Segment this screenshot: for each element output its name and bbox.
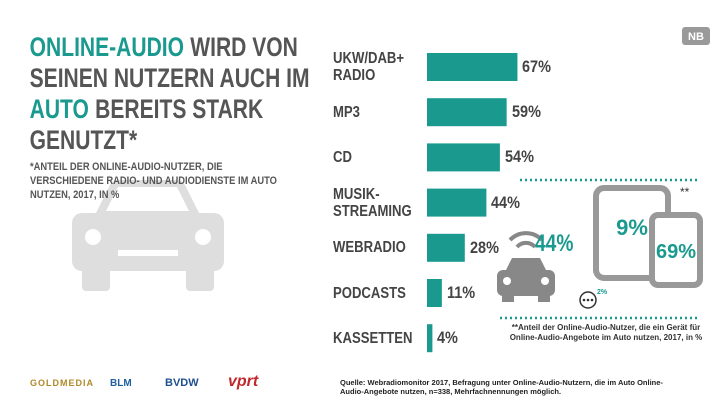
logo: GOLDMEDIA (30, 378, 94, 388)
marker: ** (680, 185, 690, 199)
title-part: SEINEN NUTZERN AUCH IM (30, 64, 310, 94)
car-value: 44% (535, 229, 573, 257)
device-footnote: **Anteil der Online-Audio-Nutzer, die ei… (509, 323, 703, 342)
car-small-icon (497, 231, 555, 302)
bar (427, 324, 433, 353)
title-line: GENUTZT* (30, 126, 138, 156)
title-part: WIRD VON (190, 33, 298, 63)
logo: vprt (228, 373, 259, 390)
category-label: CD (333, 148, 352, 166)
category-label: PODCASTS (333, 284, 406, 302)
source: Quelle: Webradiomonitor 2017, Befragung … (340, 378, 663, 396)
value-label: 67% (522, 57, 552, 76)
title-part: BEREITS STARK (95, 95, 263, 125)
value-label: 28% (469, 237, 499, 257)
tablet-value: 9% (616, 215, 648, 240)
phone-icon (649, 212, 703, 288)
bar (427, 188, 487, 217)
title-part: AUTO (30, 95, 89, 125)
phone-value: 69% (656, 241, 696, 263)
category-label: UKW/DAB+ RADIO (333, 50, 405, 84)
logo: BVDW (165, 377, 199, 389)
value-label: 11% (446, 283, 475, 302)
value-label: 4% (437, 328, 459, 348)
bar (427, 98, 507, 127)
title-part: GENUTZT* (30, 126, 138, 156)
title-line: AUTO BEREITS STARK (30, 95, 264, 125)
bar (427, 143, 500, 172)
value-label: 59% (511, 102, 541, 122)
category-label: KASSETTEN (333, 329, 413, 347)
badge: NB (688, 31, 704, 43)
logo: BLM (110, 378, 132, 389)
value-label: 54% (504, 147, 534, 167)
category-label: MP3 (333, 103, 360, 121)
title-part: ONLINE-AUDIO (30, 33, 184, 63)
value-label: 44% (491, 192, 521, 212)
bar (427, 279, 442, 307)
title-line: ONLINE-AUDIO WIRD VON (30, 33, 298, 63)
category-label: MUSIK-STREAMING (333, 185, 412, 220)
category-label: WEBRADIO (333, 239, 406, 257)
bar (427, 53, 518, 81)
badge-bg (682, 27, 710, 45)
title-line: SEINEN NUTZERN AUCH IM (30, 64, 310, 94)
subtitle: *ANTEIL DER ONLINE-AUDIO-NUTZER, DIE VER… (30, 161, 277, 201)
other-value: 2% (597, 289, 608, 296)
bar (427, 233, 465, 262)
